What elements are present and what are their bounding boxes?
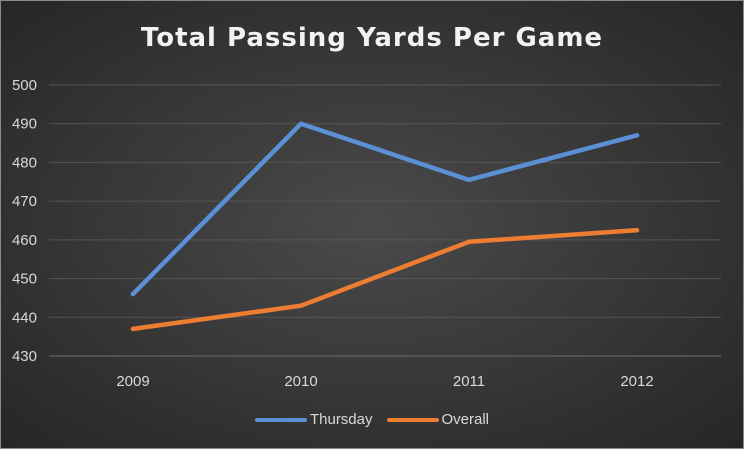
y-tick-label: 480 [12, 154, 37, 171]
data-point-thursday-2012 [634, 133, 640, 138]
y-axis-ticks: 430 440 450 460 470 480 490 500 [12, 77, 37, 365]
data-point-overall-2012 [634, 227, 640, 233]
legend-swatch-overall [386, 417, 439, 422]
x-axis-ticks: 2009 2010 2011 2012 [116, 373, 653, 390]
legend-swatch-thursday [254, 417, 307, 422]
x-tick-label-2009: 2009 [116, 373, 149, 390]
data-point-overall-2009 [130, 326, 136, 332]
y-tick-label: 490 [12, 116, 37, 133]
y-tick-label: 470 [12, 193, 37, 210]
series-line-thursday [130, 121, 640, 297]
y-tick-label: 440 [12, 309, 37, 326]
gridlines [49, 84, 721, 357]
y-tick-label: 450 [12, 271, 37, 288]
series-line-overall [130, 227, 640, 332]
legend-item-thursday: Thursday [254, 411, 373, 428]
legend-label-thursday: Thursday [309, 411, 373, 428]
data-point-thursday-2011 [466, 177, 472, 183]
chart-title: Total Passing Yards Per Game [140, 23, 604, 53]
x-tick-label-2011: 2011 [453, 373, 485, 390]
legend: Thursday Overall [1, 411, 743, 428]
data-point-overall-2011 [466, 239, 472, 244]
y-tick-label: 430 [12, 348, 37, 365]
x-tick-label-2012: 2012 [620, 373, 653, 390]
y-tick-label: 500 [12, 77, 37, 94]
x-tick-label-2010: 2010 [284, 373, 317, 390]
series-lines [130, 121, 640, 332]
y-tick-label: 460 [12, 232, 37, 249]
legend-label-overall: Overall [441, 411, 490, 428]
data-point-overall-2010 [298, 303, 304, 308]
legend-item-overall: Overall [386, 411, 490, 428]
data-point-thursday-2010 [298, 121, 304, 126]
data-point-thursday-2009 [130, 291, 136, 297]
